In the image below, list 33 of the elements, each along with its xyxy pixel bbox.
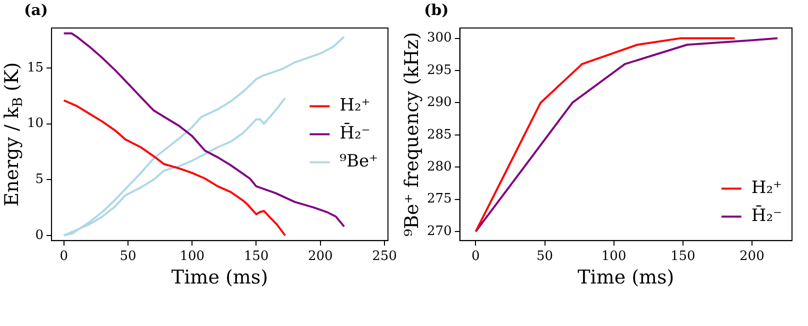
x-axis-title: Time (ms) — [171, 266, 268, 289]
x-tick-label: 250 — [372, 248, 397, 264]
y-axis-title: ⁹Be⁺ frequency (kHz) — [400, 32, 423, 237]
y-tick-label: 5 — [35, 172, 44, 188]
y-tick-label: 10 — [26, 116, 44, 132]
x-tick-label: 0 — [60, 248, 68, 264]
y-tick-label: 270 — [426, 224, 452, 239]
legend-label: H̄₂⁻ — [340, 122, 370, 144]
legend-label: H₂⁺ — [751, 178, 782, 198]
x-tick-label: 100 — [180, 248, 205, 264]
chart-title: (a) — [24, 0, 48, 19]
legend-label: H̄₂⁻ — [751, 204, 782, 226]
y-tick-label: 0 — [35, 228, 44, 243]
x-tick-label: 200 — [308, 248, 333, 264]
x-tick-label: 50 — [536, 248, 554, 264]
y-tick-label: 295 — [426, 62, 452, 78]
x-tick-label: 200 — [740, 248, 764, 264]
x-tick-label: 150 — [670, 248, 696, 264]
x-axis-title: Time (ms) — [578, 266, 674, 289]
x-tick-label: 0 — [472, 248, 480, 264]
y-tick-label: 290 — [426, 95, 452, 110]
y-tick-label: 300 — [426, 30, 452, 46]
y-tick-label: 280 — [426, 160, 452, 175]
y-tick-label: 285 — [426, 127, 452, 142]
chart-title: (b) — [424, 0, 449, 19]
y-tick-label: 15 — [26, 60, 44, 76]
legend-label: ⁹Be⁺ — [340, 152, 378, 172]
x-tick-label: 150 — [244, 248, 269, 264]
legend-label: H₂⁺ — [340, 96, 370, 116]
y-axis-title: Energy / kB (K) — [0, 62, 26, 206]
x-tick-label: 100 — [601, 248, 626, 264]
y-tick-label: 275 — [426, 192, 452, 207]
x-tick-label: 50 — [120, 248, 136, 264]
